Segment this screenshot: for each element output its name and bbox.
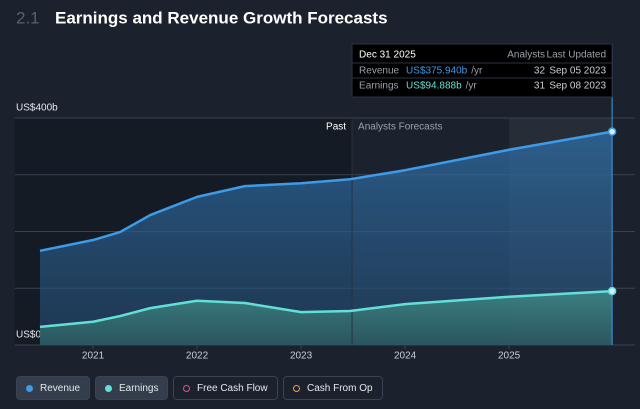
tooltip-analysts: 32	[534, 66, 546, 77]
legend-swatch	[293, 384, 300, 392]
tooltip-unit: /yr	[466, 81, 478, 92]
tooltip-name: Revenue	[359, 66, 399, 77]
tooltip-unit: /yr	[471, 66, 483, 77]
forecast-label: Analysts Forecasts	[358, 122, 442, 133]
legend-button[interactable]: Revenue	[16, 376, 91, 400]
x-tick-label: 2023	[290, 351, 313, 362]
x-tick-label: 2022	[186, 351, 209, 362]
point	[607, 286, 617, 296]
line	[39, 130, 613, 253]
tooltip-col: Last Updated	[547, 50, 607, 61]
x-tick-label: 2025	[498, 351, 521, 362]
legend-label: Revenue	[40, 382, 81, 394]
tooltip-value: US$375.940b	[406, 66, 468, 77]
area	[39, 131, 613, 345]
legend-label: Cash From Op	[307, 382, 373, 394]
tooltip-date: Dec 31 2025	[359, 50, 416, 61]
x-tick-label: 2024	[394, 351, 417, 362]
y-tick-label: US$0	[16, 330, 41, 341]
tooltip-updated: Sep 05 2023	[549, 66, 606, 77]
past-label: Past	[326, 122, 346, 133]
legend-label: Free Cash Flow	[197, 382, 268, 394]
tooltip	[351, 43, 613, 98]
line	[39, 289, 613, 329]
legend-button[interactable]: Free Cash Flow	[173, 376, 278, 400]
tooltip-value: US$94.888b	[406, 81, 462, 92]
legend-swatch	[183, 384, 190, 392]
legend-swatch	[26, 384, 33, 392]
legend-swatch	[105, 384, 112, 392]
point	[607, 127, 617, 136]
tooltip-analysts: 31	[534, 81, 546, 92]
tooltip-updated: Sep 08 2023	[549, 81, 606, 92]
legend-button[interactable]: Earnings	[95, 376, 169, 400]
legend-button[interactable]: Cash From Op	[283, 376, 383, 400]
section-number: 2.1	[16, 8, 40, 27]
x-tick-label: 2021	[82, 351, 105, 362]
tooltip-col: Analysts	[507, 50, 545, 61]
legend-label: Earnings	[119, 382, 159, 394]
y-tick-label: US$400b	[16, 103, 58, 114]
area	[39, 291, 613, 345]
tooltip-name: Earnings	[359, 81, 398, 92]
chart-title: Earnings and Revenue Growth Forecasts	[55, 8, 388, 27]
